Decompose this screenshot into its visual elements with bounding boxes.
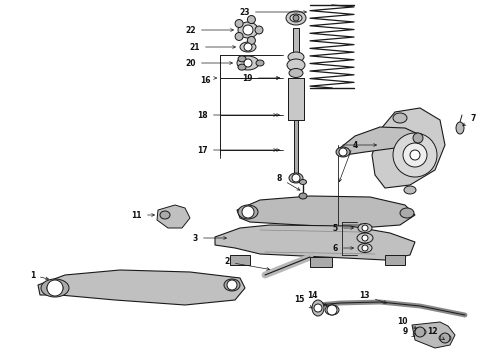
Ellipse shape (358, 243, 372, 252)
Circle shape (255, 26, 263, 34)
Text: 4: 4 (352, 140, 358, 149)
Polygon shape (372, 108, 445, 188)
Ellipse shape (240, 42, 256, 52)
Polygon shape (215, 225, 415, 260)
Ellipse shape (325, 305, 339, 315)
Circle shape (413, 133, 423, 143)
Circle shape (235, 32, 243, 40)
Bar (294, 120, 298, 175)
Ellipse shape (238, 205, 258, 219)
Ellipse shape (456, 122, 464, 134)
Circle shape (362, 225, 368, 231)
Ellipse shape (237, 56, 259, 70)
Circle shape (327, 305, 337, 315)
Text: 2: 2 (225, 257, 270, 270)
Circle shape (244, 59, 252, 67)
Circle shape (247, 15, 255, 23)
Text: 7: 7 (463, 113, 475, 126)
Text: 17: 17 (197, 145, 276, 154)
Circle shape (314, 304, 322, 312)
Ellipse shape (238, 64, 246, 70)
Text: 3: 3 (193, 234, 226, 243)
Text: 8: 8 (277, 174, 300, 190)
Polygon shape (38, 270, 245, 305)
Ellipse shape (290, 14, 302, 22)
Ellipse shape (289, 173, 303, 183)
Text: 18: 18 (197, 111, 276, 120)
Ellipse shape (287, 59, 305, 71)
Bar (385, 255, 405, 265)
Polygon shape (340, 127, 420, 155)
Bar (293, 28, 299, 53)
Ellipse shape (299, 193, 307, 199)
Text: 10: 10 (397, 318, 417, 329)
Text: 20: 20 (186, 59, 232, 68)
Ellipse shape (41, 279, 69, 297)
Circle shape (362, 245, 368, 251)
Circle shape (227, 280, 237, 290)
Circle shape (440, 333, 450, 343)
Ellipse shape (238, 22, 258, 38)
Text: 19: 19 (243, 73, 279, 82)
Ellipse shape (439, 334, 451, 342)
Ellipse shape (286, 11, 306, 25)
Text: 16: 16 (200, 76, 210, 85)
Circle shape (243, 25, 253, 35)
Ellipse shape (404, 186, 416, 194)
Circle shape (242, 206, 254, 218)
Ellipse shape (336, 147, 350, 157)
Ellipse shape (160, 211, 170, 219)
Ellipse shape (357, 233, 373, 243)
Ellipse shape (289, 68, 303, 77)
Text: 23: 23 (240, 8, 306, 17)
Circle shape (403, 143, 427, 167)
Text: 21: 21 (190, 42, 235, 51)
Ellipse shape (393, 113, 407, 123)
Text: 12: 12 (427, 328, 444, 339)
Ellipse shape (358, 224, 372, 233)
Bar (310, 257, 332, 267)
Circle shape (247, 36, 255, 45)
Polygon shape (412, 322, 455, 348)
Circle shape (362, 235, 368, 241)
Circle shape (47, 280, 63, 296)
Circle shape (410, 150, 420, 160)
Circle shape (235, 19, 243, 27)
Circle shape (292, 174, 300, 182)
Polygon shape (157, 205, 190, 228)
Polygon shape (237, 196, 415, 228)
Ellipse shape (288, 52, 304, 62)
Ellipse shape (414, 328, 426, 336)
Circle shape (393, 133, 437, 177)
Ellipse shape (299, 180, 307, 185)
Text: 15: 15 (294, 296, 312, 308)
Ellipse shape (256, 60, 264, 66)
Text: 11: 11 (131, 211, 154, 220)
Circle shape (415, 327, 425, 337)
Text: 9: 9 (403, 328, 415, 337)
Text: 6: 6 (333, 243, 353, 252)
Circle shape (293, 15, 299, 21)
Text: 13: 13 (360, 292, 387, 303)
Circle shape (339, 148, 347, 156)
Bar (230, 255, 250, 265)
Ellipse shape (400, 208, 414, 218)
Text: 22: 22 (186, 26, 233, 35)
Ellipse shape (238, 56, 246, 62)
Circle shape (244, 43, 252, 51)
Bar (288, 78, 304, 120)
Ellipse shape (224, 279, 240, 291)
Text: 1: 1 (30, 270, 49, 280)
Ellipse shape (47, 283, 63, 293)
Ellipse shape (312, 300, 324, 316)
Text: 14: 14 (308, 292, 327, 306)
Text: 5: 5 (333, 224, 353, 233)
